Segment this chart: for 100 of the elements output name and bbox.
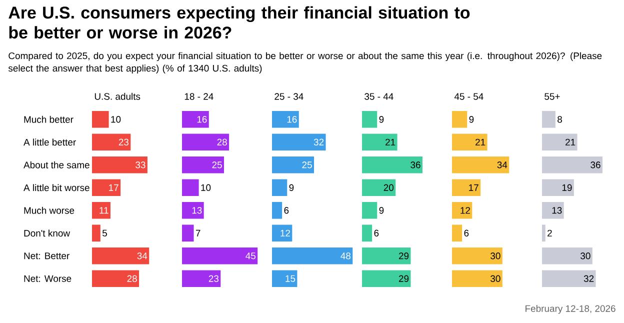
data-label: 30 [580,252,590,260]
y-tick-label: About the same [24,161,90,168]
data-label: 7 [196,230,200,236]
bar [362,202,378,219]
text: February 12-18, 2026 [526,304,616,314]
data-label: 30 [490,252,500,260]
data-label: 17 [109,184,118,191]
bar [182,110,209,128]
data-label: 36 [590,162,600,168]
data-label: 23 [118,138,129,146]
data-label: 10 [111,116,121,123]
data-label: 21 [566,138,576,146]
bar [362,156,422,174]
data-label: 25 [302,162,312,168]
data-label: 9 [379,116,384,123]
data-label: 12 [460,207,470,214]
bar [272,247,353,264]
bar [452,179,481,196]
data-label: 13 [552,207,562,214]
data-label: 21 [386,138,396,146]
data-label: 17 [469,184,478,191]
y-tick-label: Much better [24,116,74,123]
data-label: 32 [584,275,594,282]
bar [272,134,326,151]
bar [272,202,282,219]
data-label: 19 [562,184,572,191]
data-label: 48 [340,252,351,260]
bar [362,270,411,288]
chart-title: 55+ [544,93,560,100]
y-tick-label: Net: Worse [24,275,72,282]
bar [182,202,204,219]
bar [272,179,288,196]
bar [92,156,148,174]
bar [452,110,468,128]
data-label: 9 [289,184,294,191]
data-label: 25 [212,162,222,168]
bar [542,110,556,128]
bar [452,156,510,174]
bar [92,270,140,288]
bar [272,270,298,288]
bar [452,134,488,151]
bar [182,224,194,242]
data-label: 45 [246,252,256,260]
data-label: 6 [464,230,469,236]
data-label: 30 [490,275,500,282]
y-tick-label: A little better [24,138,76,146]
data-label: 13 [192,207,202,214]
data-label: 8 [558,116,562,123]
chart-title: 25 - 34 [274,93,304,100]
bar [362,179,396,196]
bar [92,202,110,219]
data-label: 16 [197,116,207,123]
bar [542,270,596,288]
bar [542,156,602,174]
data-label: 5 [102,230,107,236]
bar [182,247,258,264]
bar [362,110,378,128]
data-label: 28 [217,138,227,146]
data-label: 36 [410,162,420,168]
bar [92,134,131,151]
data-label: 9 [379,207,384,214]
data-label: 16 [287,116,297,123]
chart-title: 18 - 24 [184,93,214,100]
data-label: 33 [136,162,146,168]
data-label: 29 [398,275,409,282]
bar [92,247,150,264]
bar [272,110,299,128]
bar [362,224,372,242]
data-label: 12 [280,230,290,236]
data-label: 11 [100,207,108,214]
data-label: 29 [398,252,409,260]
y-tick-label: Don't know [24,230,70,237]
data-label: 2 [548,230,552,236]
data-label: 20 [384,184,394,191]
bar [272,156,314,174]
bar [182,179,199,196]
bar [452,270,502,288]
data-label: 34 [497,162,508,168]
y-tick-label: A little bit worse [24,184,90,192]
y-tick-label: Net: Better [24,252,70,260]
bar [542,179,574,196]
chart-title: U.S. adults [94,92,140,100]
data-label: 6 [284,207,289,214]
bar [542,247,592,264]
bar [272,224,292,242]
bar [92,179,121,196]
data-label: 34 [137,252,148,260]
data-label: 28 [127,275,137,282]
bar [542,202,564,219]
data-label: 15 [286,275,296,282]
data-label: 6 [374,230,379,236]
bar [542,134,578,151]
bar [452,247,502,264]
bar [452,224,462,242]
bar [362,247,411,264]
bar [182,156,224,174]
data-label: 9 [469,116,474,123]
bar [182,134,230,151]
text: Are U.S. consumers expecting their financial situation to be better or worse in 2026? [8,6,470,39]
data-label: 21 [476,138,486,146]
